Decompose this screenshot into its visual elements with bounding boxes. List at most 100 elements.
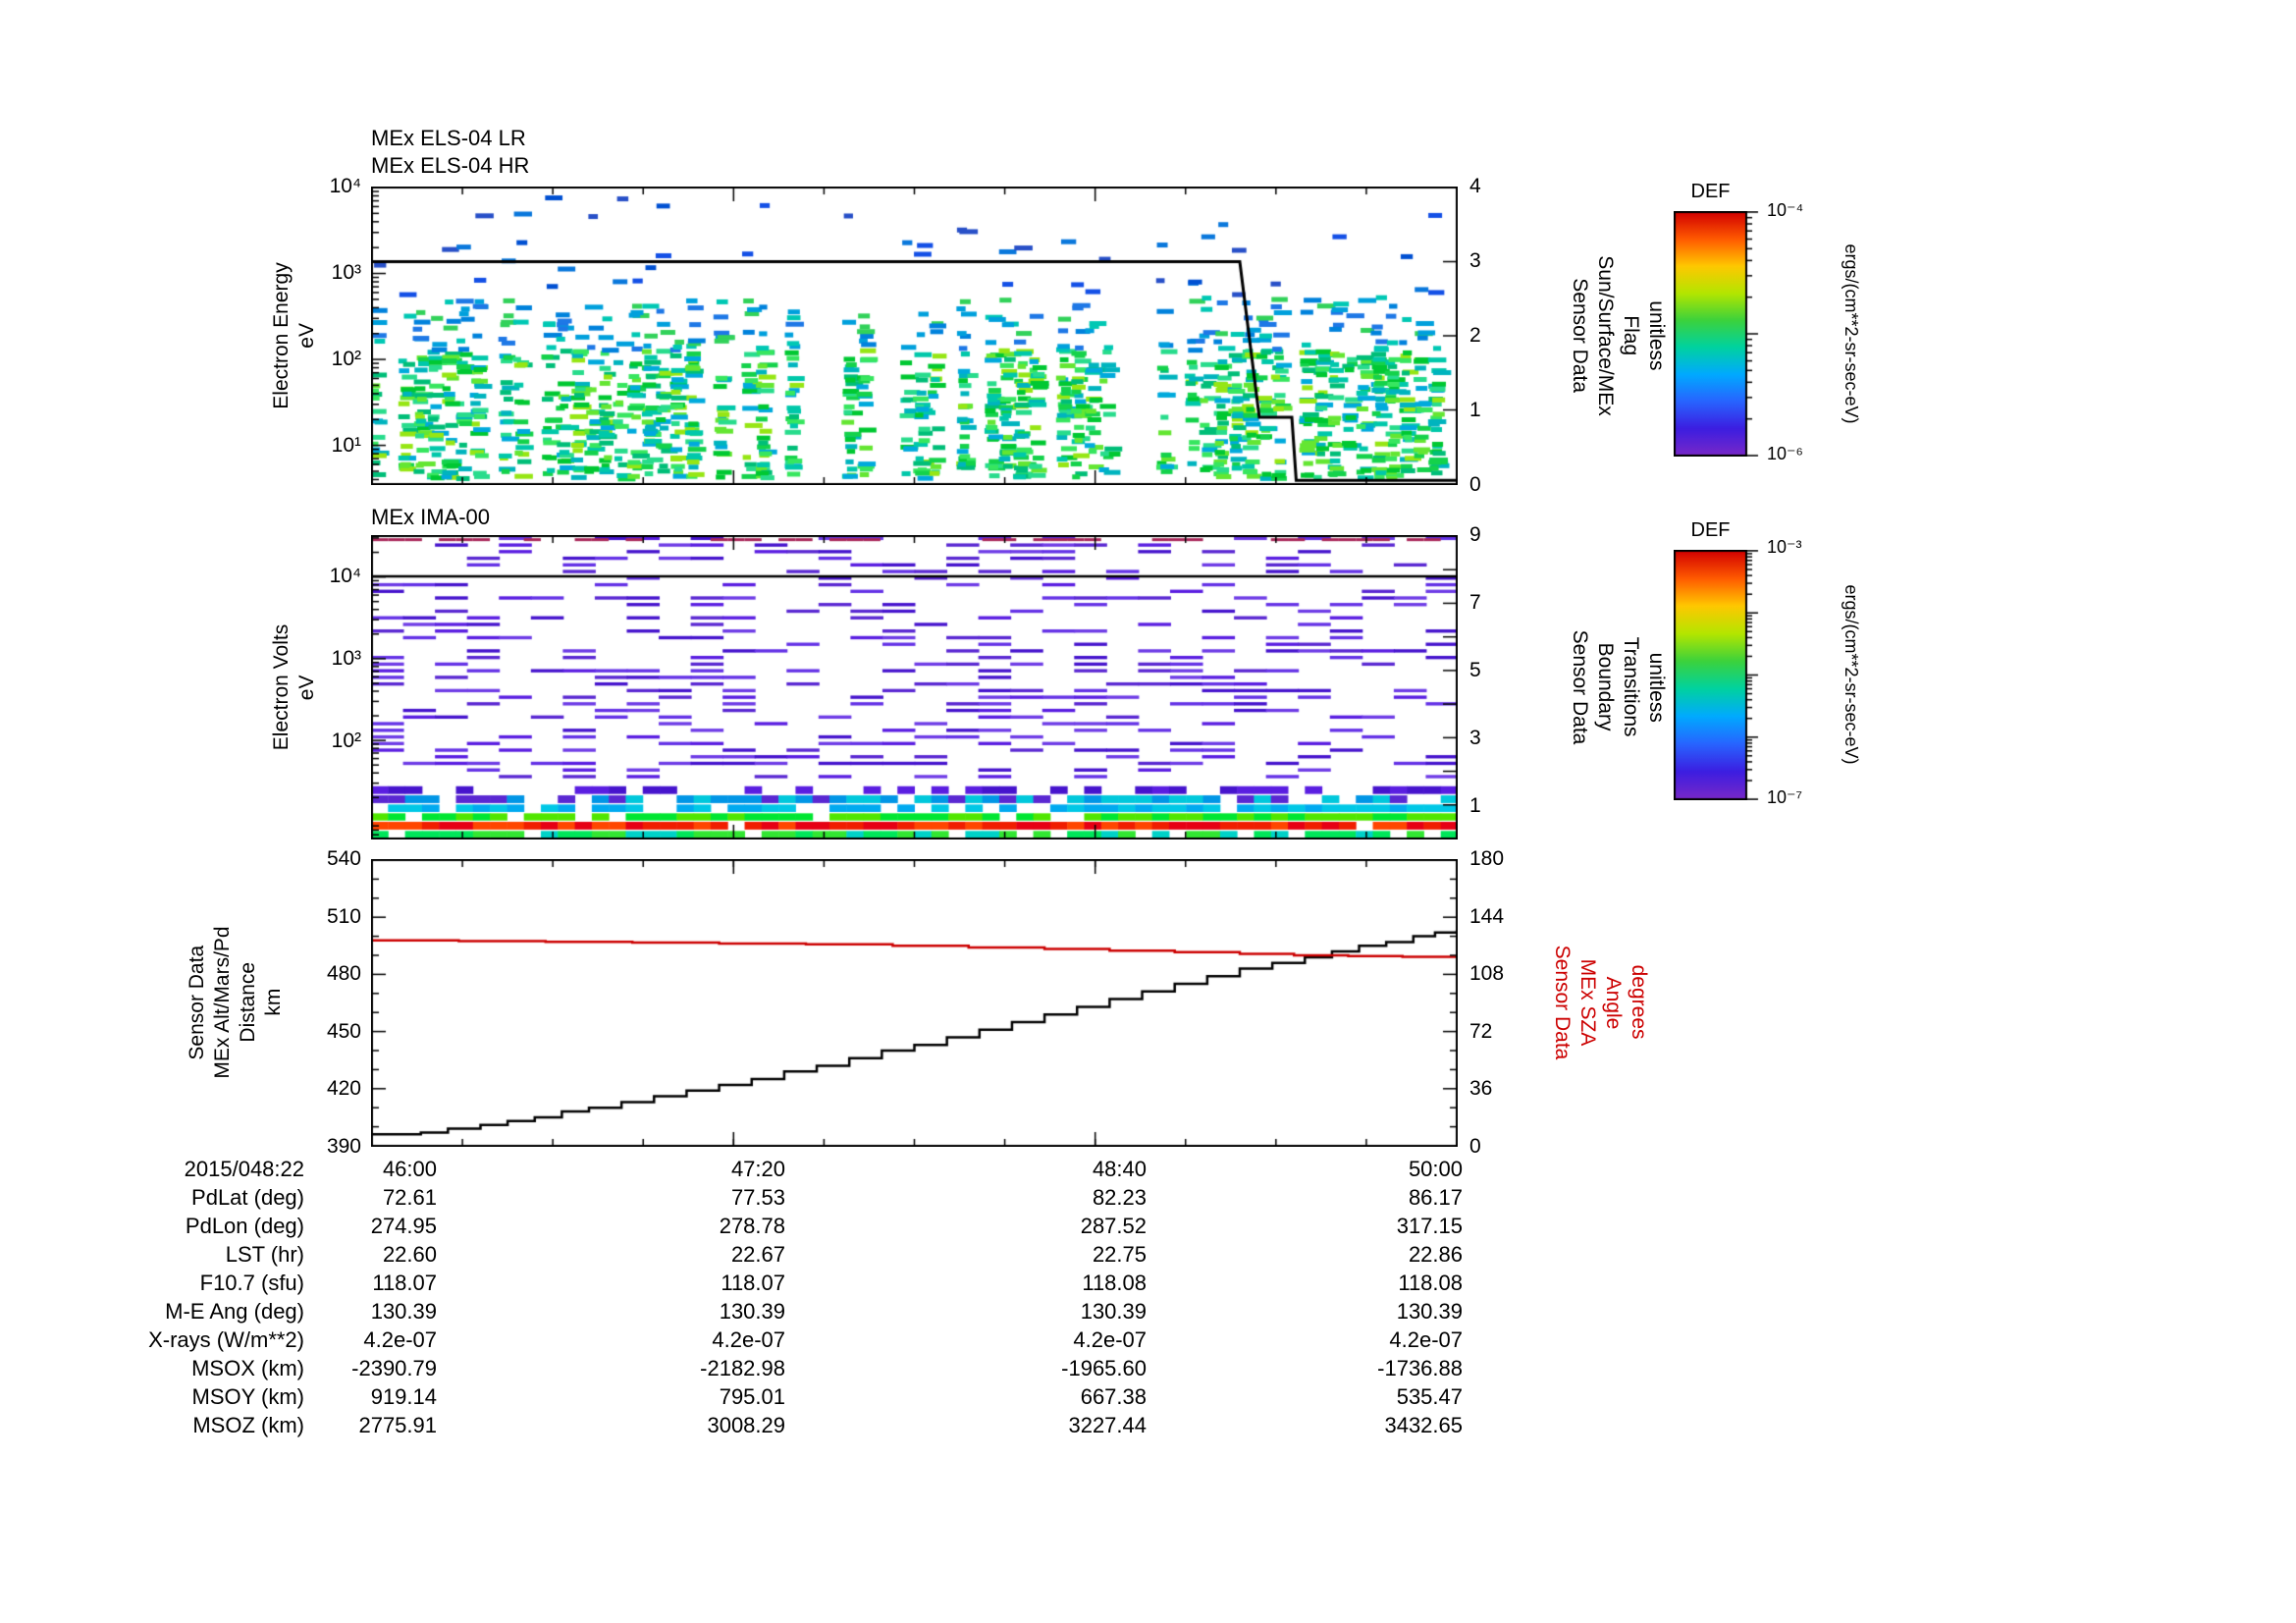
table-cell: 535.47 [1396,1384,1463,1409]
els-title-hr: MEx ELS-04 HR [371,153,530,178]
table-row-label: M-E Ang (deg) [165,1299,304,1324]
colorbar-els-unit-label: ergs/(cm**2-sr-sec-eV) [1842,243,1861,424]
els-rtick-0: 0 [1469,473,1481,496]
els-ytick-1e2: 10² [331,348,361,370]
altitude-sza-chart [371,859,1458,1147]
ima-ytick-1e4: 10⁴ [329,565,361,587]
annotation-table: 2015/048:22 46:00 47:20 48:40 50:00 PdLa… [0,1155,1463,1439]
table-cell: 2775.91 [358,1413,437,1437]
els-raxis-label: Sensor Data Sun/Surface/MEx Flag unitles… [1569,255,1668,416]
table-cell: 130.39 [370,1299,437,1324]
ima-rtick-9: 9 [1469,523,1481,546]
table-cell: -1965.60 [1061,1356,1147,1380]
table-cell: -2390.79 [351,1356,437,1380]
table-cell: 130.39 [1396,1299,1463,1324]
alt-yaxis-label: Sensor Data MEx Alt/Mars/Pd Distance km [186,926,285,1079]
table-row-label: PdLon (deg) [185,1214,304,1238]
table-cell: 82.23 [1092,1185,1147,1210]
table-cell: 86.17 [1408,1185,1463,1210]
colorbar-els-max-label: 10⁻⁴ [1767,200,1804,220]
ima-ytick-1e3: 10³ [331,647,361,670]
alt-ytick-510: 510 [326,905,361,928]
table-cell: 3008.29 [707,1413,785,1437]
table-cell: 4.2e-07 [363,1327,437,1352]
table-row-label: F10.7 (sfu) [199,1271,304,1295]
table-row-label: MSOZ (km) [192,1413,304,1437]
ima-raxis-label: Sensor Data Boundary Transitions unitles… [1569,629,1668,745]
ima-title: MEx IMA-00 [371,505,491,529]
table-cell: 278.78 [719,1214,785,1238]
table-cell: 130.39 [1080,1299,1147,1324]
colorbar-ima [1674,550,1767,800]
colorbar-ima-unit-label: ergs/(cm**2-sr-sec-eV) [1842,584,1861,765]
sza-rtick-180: 180 [1469,847,1505,870]
table-cell: 22.67 [730,1242,785,1267]
table-row-label: 2015/048:22 [184,1157,304,1181]
table-cell: 919.14 [370,1384,437,1409]
table-cell: 77.53 [730,1185,785,1210]
table-cell: 274.95 [370,1214,437,1238]
x-tick-label: 46:00 [382,1157,437,1181]
sza-rtick-72: 72 [1469,1020,1493,1043]
x-tick-label: 50:00 [1408,1157,1463,1181]
table-cell: 22.75 [1092,1242,1147,1267]
table-cell: 667.38 [1080,1384,1147,1409]
table-row-label: MSOY (km) [191,1384,304,1409]
ima-spectrogram [371,535,1458,839]
els-rtick-1: 1 [1469,399,1481,421]
els-yaxis-label: Electron Energy eV [270,262,318,409]
table-row-label: PdLat (deg) [191,1185,304,1210]
els-rtick-4: 4 [1469,175,1481,197]
ima-rtick-7: 7 [1469,591,1481,614]
sza-rtick-0: 0 [1469,1135,1481,1158]
ima-rtick-3: 3 [1469,727,1481,749]
table-cell: 3432.65 [1384,1413,1463,1437]
alt-ytick-420: 420 [326,1077,361,1100]
sza-raxis-label: Sensor Data MEx SZA Angle degrees [1551,945,1650,1060]
table-cell: 118.08 [1398,1271,1463,1295]
table-cell: 287.52 [1080,1214,1147,1238]
els-rtick-3: 3 [1469,249,1481,272]
x-tick-label: 47:20 [730,1157,785,1181]
ima-yaxis-label: Electron Volts eV [270,623,318,751]
table-row-label: X-rays (W/m**2) [148,1327,304,1352]
table-cell: 118.08 [1082,1271,1147,1295]
sza-rtick-144: 144 [1469,905,1505,928]
table-cell: -2182.98 [700,1356,785,1380]
alt-ytick-450: 450 [326,1020,361,1043]
table-cell: 22.60 [382,1242,437,1267]
els-ytick-1e3: 10³ [331,261,361,284]
table-cell: 118.07 [721,1271,785,1295]
els-title-lr: MEx ELS-04 LR [371,126,526,150]
table-cell: 22.86 [1408,1242,1463,1267]
colorbar-els-min-label: 10⁻⁶ [1767,444,1803,463]
table-cell: 795.01 [719,1384,785,1409]
table-cell: 130.39 [719,1299,785,1324]
table-cell: 4.2e-07 [1073,1327,1147,1352]
table-cell: 3227.44 [1068,1413,1147,1437]
table-cell: 4.2e-07 [1389,1327,1463,1352]
table-cell: -1736.88 [1377,1356,1463,1380]
els-ytick-1e1: 10¹ [331,434,361,457]
x-tick-label: 48:40 [1092,1157,1147,1181]
els-ytick-1e4: 10⁴ [329,175,361,197]
colorbar-ima-max-label: 10⁻³ [1767,537,1802,557]
table-cell: 4.2e-07 [712,1327,785,1352]
sza-rtick-36: 36 [1469,1077,1493,1100]
alt-ytick-390: 390 [326,1135,361,1158]
colorbar-ima-title: DEF [1690,519,1731,541]
table-cell: 72.61 [382,1185,437,1210]
table-cell: 317.15 [1396,1214,1463,1238]
ima-rtick-5: 5 [1469,659,1481,681]
els-rtick-2: 2 [1469,324,1481,347]
els-spectrogram [371,187,1458,485]
table-row-label: MSOX (km) [191,1356,304,1380]
ima-rtick-1: 1 [1469,794,1481,817]
table-row-label: LST (hr) [225,1242,304,1267]
alt-ytick-480: 480 [326,962,361,985]
ima-ytick-1e2: 10² [331,730,361,752]
alt-ytick-540: 540 [326,847,361,870]
colorbar-els-title: DEF [1690,181,1731,202]
colorbar-ima-min-label: 10⁻⁷ [1767,787,1803,807]
